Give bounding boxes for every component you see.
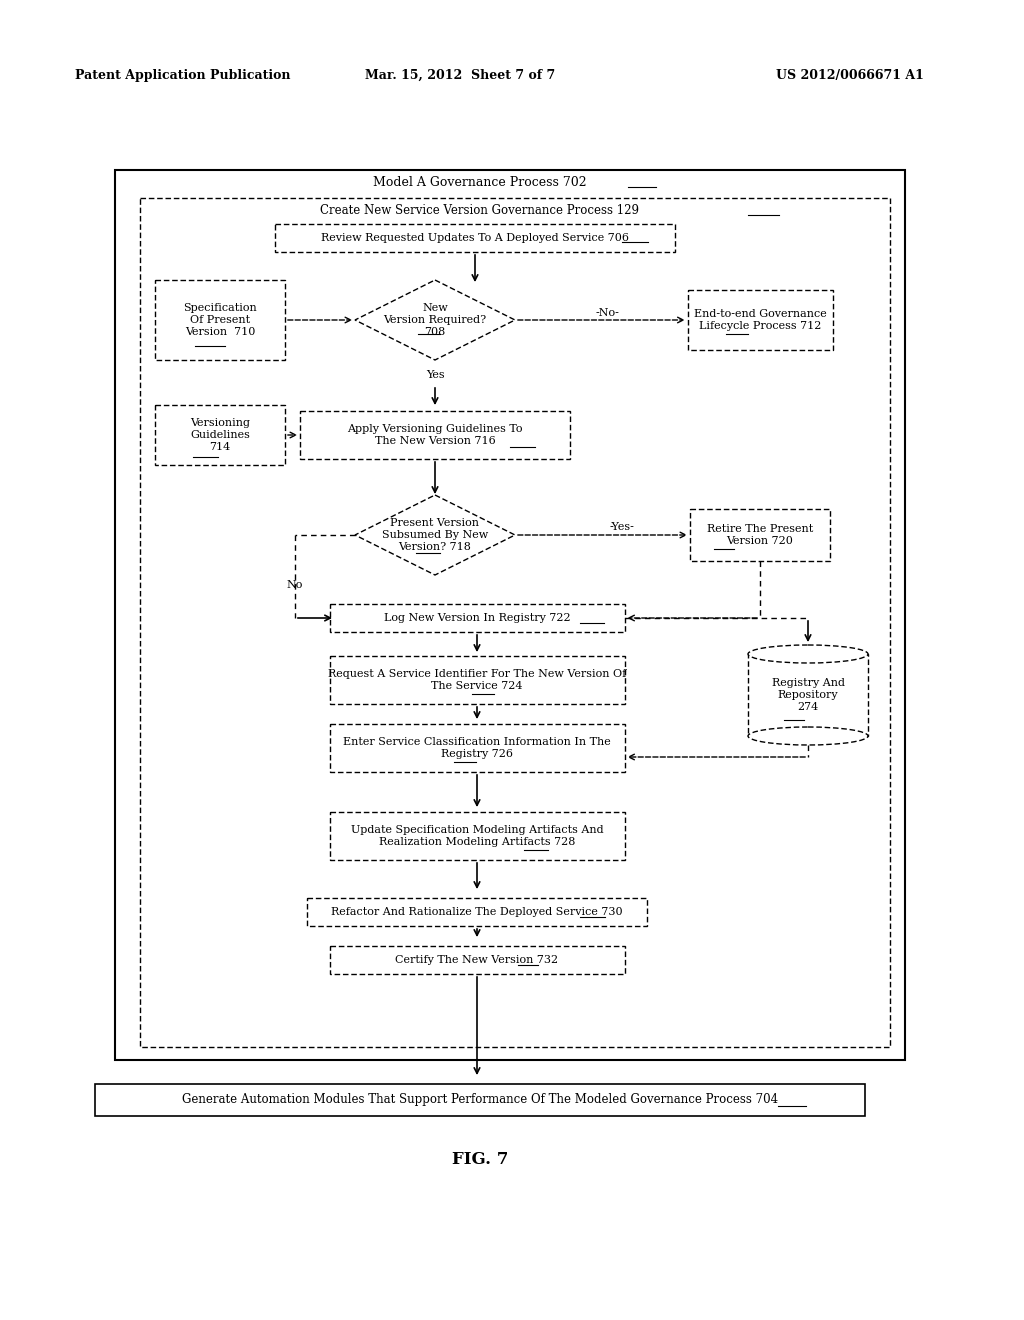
Text: Log New Version In Registry 722: Log New Version In Registry 722 <box>384 612 570 623</box>
Text: Certify The New Version 732: Certify The New Version 732 <box>395 954 558 965</box>
Text: Generate Automation Modules That Support Performance Of The Modeled Governance P: Generate Automation Modules That Support… <box>182 1093 778 1106</box>
Bar <box>687 290 833 350</box>
Text: New
Version Required?
708: New Version Required? 708 <box>383 304 486 337</box>
Text: Yes: Yes <box>426 370 444 380</box>
Text: End-to-end Governance
Lifecycle Process 712: End-to-end Governance Lifecycle Process … <box>693 309 826 331</box>
Bar <box>690 510 830 561</box>
Text: Request A Service Identifier For The New Version Of
The Service 724: Request A Service Identifier For The New… <box>328 669 626 690</box>
Text: FIG. 7: FIG. 7 <box>452 1151 508 1168</box>
Text: Registry And
Repository
274: Registry And Repository 274 <box>771 678 845 711</box>
Ellipse shape <box>748 727 868 744</box>
Text: Enter Service Classification Information In The
Registry 726: Enter Service Classification Information… <box>343 737 611 759</box>
Text: Mar. 15, 2012  Sheet 7 of 7: Mar. 15, 2012 Sheet 7 of 7 <box>365 69 555 82</box>
Bar <box>330 723 625 772</box>
Text: Create New Service Version Governance Process 129: Create New Service Version Governance Pr… <box>321 203 640 216</box>
Bar <box>140 198 890 1047</box>
Text: Versioning
Guidelines
714: Versioning Guidelines 714 <box>190 418 250 451</box>
Text: Model A Governance Process 702: Model A Governance Process 702 <box>373 176 587 189</box>
Bar <box>115 170 905 1060</box>
Text: Specification
Of Present
Version  710: Specification Of Present Version 710 <box>183 304 257 337</box>
Bar <box>330 812 625 861</box>
Bar <box>748 653 868 737</box>
Bar <box>155 280 285 360</box>
Text: Patent Application Publication: Patent Application Publication <box>75 69 291 82</box>
Text: US 2012/0066671 A1: US 2012/0066671 A1 <box>776 69 924 82</box>
Text: -Yes-: -Yes- <box>609 521 635 532</box>
Text: Apply Versioning Guidelines To
The New Version 716: Apply Versioning Guidelines To The New V… <box>347 424 522 446</box>
Text: Update Specification Modeling Artifacts And
Realization Modeling Artifacts 728: Update Specification Modeling Artifacts … <box>350 825 603 847</box>
Bar <box>330 605 625 632</box>
Text: Present Version
Subsumed By New
Version? 718: Present Version Subsumed By New Version?… <box>382 519 488 552</box>
Polygon shape <box>355 495 515 576</box>
Bar <box>95 1084 865 1115</box>
Bar <box>155 405 285 465</box>
Text: -No-: -No- <box>595 308 618 318</box>
Text: Refactor And Rationalize The Deployed Service 730: Refactor And Rationalize The Deployed Se… <box>331 907 623 917</box>
Text: Retire The Present
Version 720: Retire The Present Version 720 <box>707 524 813 545</box>
Ellipse shape <box>748 645 868 663</box>
Bar <box>300 411 570 459</box>
Text: Review Requested Updates To A Deployed Service 706: Review Requested Updates To A Deployed S… <box>321 234 629 243</box>
Bar <box>330 946 625 974</box>
Bar <box>330 656 625 704</box>
Bar <box>307 898 647 927</box>
Bar <box>275 224 675 252</box>
Text: No: No <box>287 579 303 590</box>
Polygon shape <box>355 280 515 360</box>
